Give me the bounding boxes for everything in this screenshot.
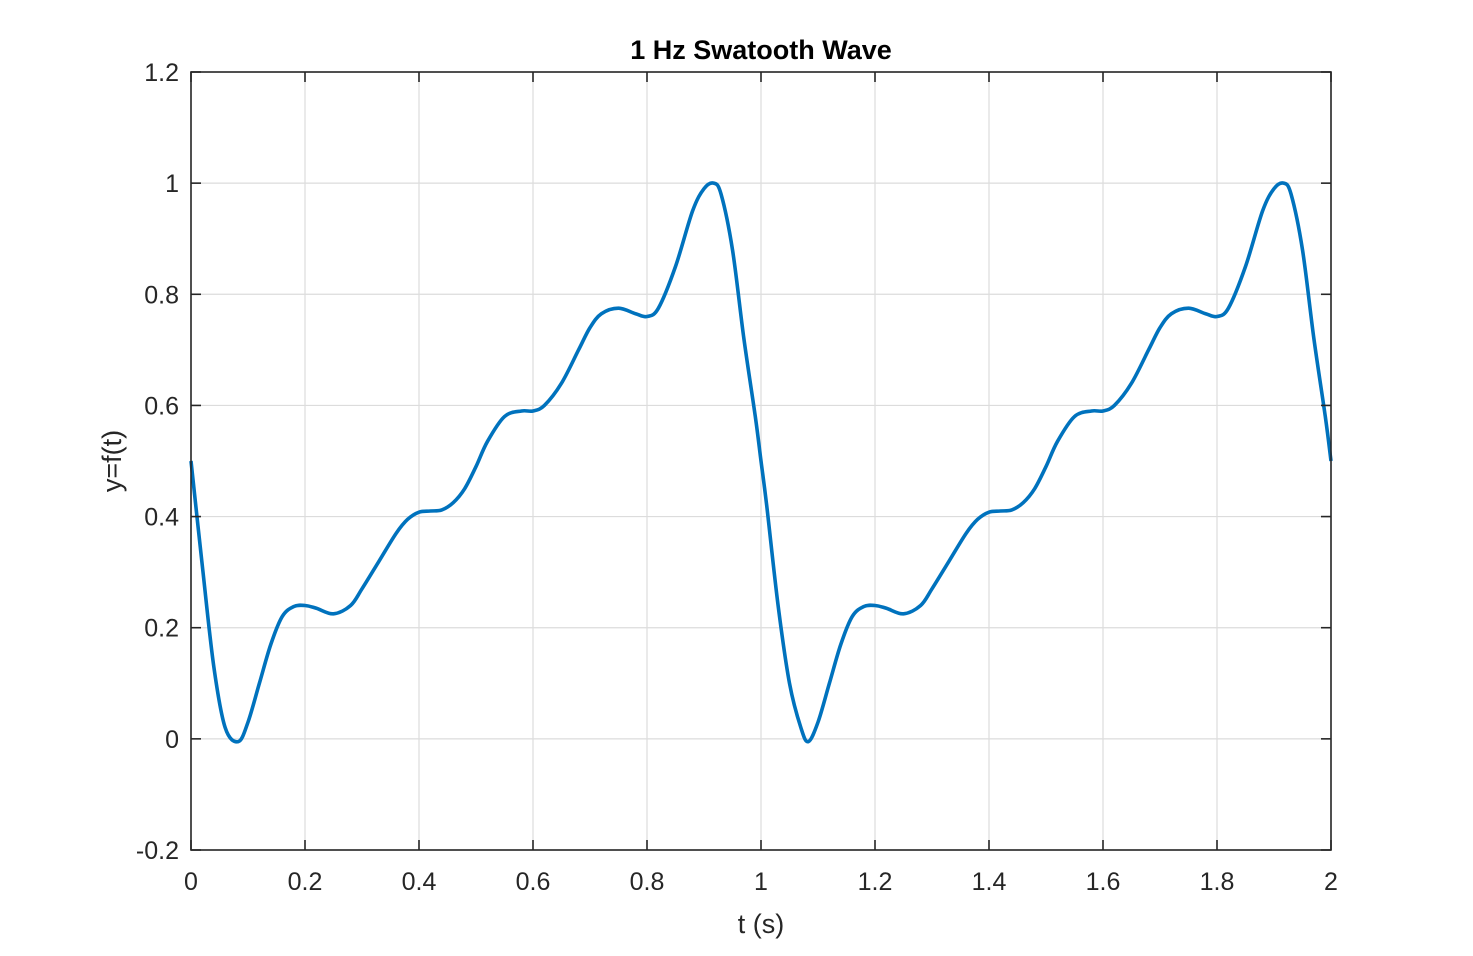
y-tick-label: 0.2 [144,615,179,643]
y-tick-label: 1 [165,170,179,198]
x-tick-label: 0.6 [516,868,551,896]
x-tick-label: 0.4 [402,868,437,896]
chart-title: 1 Hz Swatooth Wave [630,35,892,65]
x-tick-label: 0.8 [630,868,665,896]
x-tick-label: 1 [754,868,768,896]
y-tick-label: 0.8 [144,281,179,309]
x-tick-labels: 0 0.2 0.4 0.6 0.8 1 1.2 1.4 1.6 1.8 2 [184,868,1338,896]
x-tick-label: 1.8 [1200,868,1235,896]
sawtooth-series-line [189,181,1333,744]
y-tick-label: 1.2 [144,59,179,87]
y-tick-label: -0.2 [136,837,179,865]
x-tick-label: 0.2 [288,868,323,896]
y-tick-label: 0.4 [144,504,179,532]
y-tick-label: 0 [165,726,179,754]
x-tick-label: 1.2 [858,868,893,896]
x-tick-label: 1.6 [1086,868,1121,896]
x-tick-label: 1.4 [972,868,1007,896]
y-tick-labels: -0.2 0 0.2 0.4 0.6 0.8 1 1.2 [136,59,179,865]
x-tick-label: 2 [1324,868,1338,896]
y-axis-label: y=f(t) [97,430,127,492]
x-axis-label: t (s) [738,909,785,939]
x-tick-label: 0 [184,868,198,896]
series-layer [189,181,1333,744]
y-tick-label: 0.6 [144,392,179,420]
ticks [190,71,1332,851]
